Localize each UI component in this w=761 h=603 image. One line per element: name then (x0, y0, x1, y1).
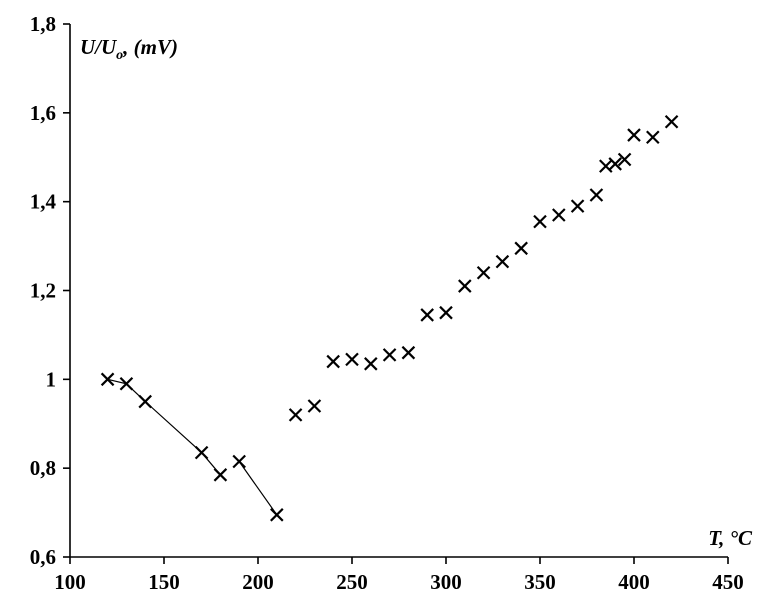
data-point (664, 114, 679, 129)
y-tick-label: 1 (46, 367, 57, 391)
x-axis-title: T, °C (708, 526, 753, 550)
y-tick-label: 0,6 (30, 545, 56, 569)
data-point (382, 348, 397, 362)
data-point (608, 157, 622, 171)
data-point (570, 199, 585, 213)
y-tick-label: 1,4 (30, 190, 57, 214)
x-tick-label: 350 (524, 570, 556, 594)
data-point (420, 308, 434, 322)
x-tick-label: 400 (618, 570, 650, 594)
y-axis-title: U/Uo, (mV) (80, 35, 178, 63)
data-point (364, 357, 378, 371)
series-line-1 (107, 378, 221, 476)
y-ticks: 0,6 0,8 1 1,2 1,4 1,6 1,8 (30, 12, 70, 569)
data-point (476, 265, 491, 280)
x-tick-label: 250 (336, 570, 368, 594)
data-point (345, 352, 359, 367)
x-tick-label: 200 (242, 570, 274, 594)
data-point (307, 399, 322, 413)
data-point (627, 128, 641, 142)
data-point (533, 214, 547, 229)
data-point (401, 345, 416, 360)
y-axis-title-subscript: o (116, 48, 123, 63)
data-point (194, 445, 209, 460)
data-point (646, 130, 660, 145)
x-tick-label: 300 (430, 570, 462, 594)
data-point (495, 254, 510, 269)
axes (69, 24, 728, 558)
data-points (100, 114, 679, 522)
data-point (100, 372, 115, 387)
data-point (138, 394, 152, 409)
data-point (589, 188, 604, 202)
data-point (617, 152, 632, 167)
data-point (270, 508, 284, 522)
data-point (288, 408, 303, 422)
data-point (232, 454, 246, 469)
data-point (552, 208, 566, 222)
x-tick-label: 100 (54, 570, 86, 594)
series-line-2 (238, 461, 278, 516)
data-point (514, 241, 528, 256)
data-point (326, 354, 340, 369)
data-point (439, 305, 453, 320)
y-tick-label: 1,2 (30, 279, 56, 303)
y-tick-label: 0,8 (30, 456, 56, 480)
data-point (458, 279, 472, 293)
y-tick-label: 1,6 (30, 101, 56, 125)
x-tick-label: 150 (148, 570, 180, 594)
y-axis-title-suffix: , (mV) (122, 35, 178, 59)
series-lines (107, 378, 278, 516)
x-ticks: 100 150 200 250 300 350 400 450 (54, 557, 744, 594)
data-point (213, 468, 228, 482)
data-point (119, 376, 134, 391)
x-tick-label: 450 (712, 570, 744, 594)
y-tick-label: 1,8 (30, 12, 56, 36)
y-axis-title-main: U/U (80, 35, 118, 59)
